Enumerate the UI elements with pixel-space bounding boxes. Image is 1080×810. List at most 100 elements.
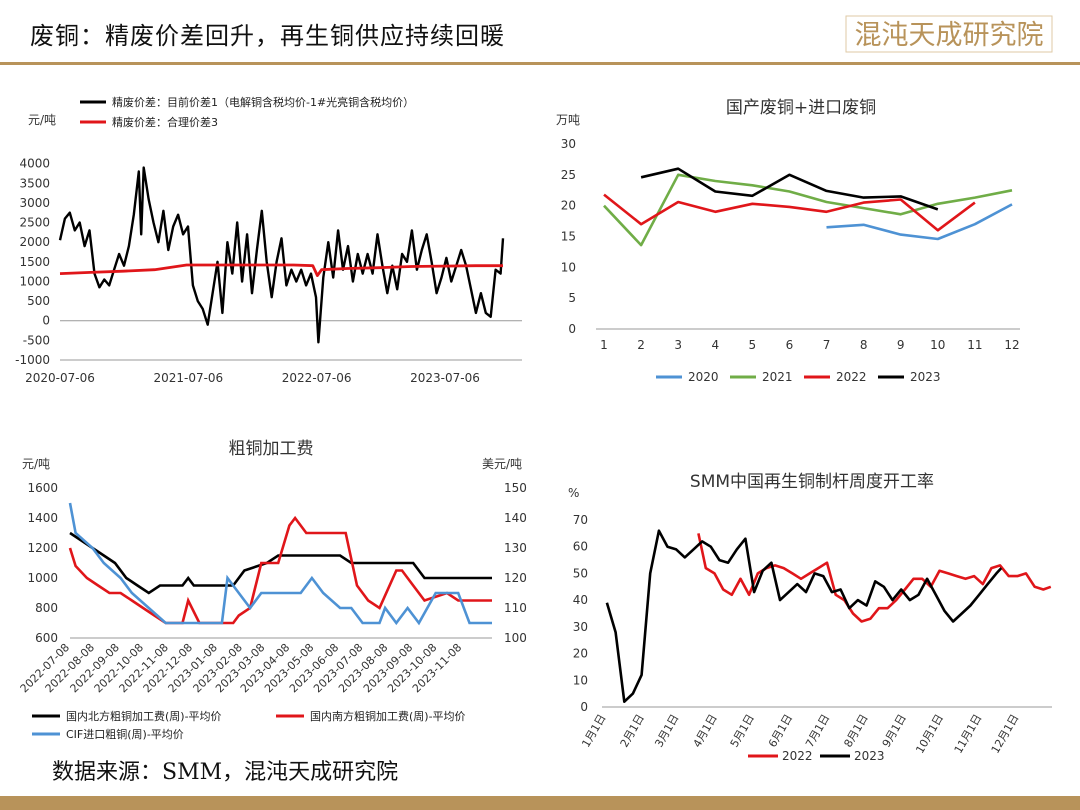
- y-axis-tick-label: 2000: [19, 235, 50, 249]
- y-axis-tick-label: 0: [580, 700, 588, 714]
- header-divider: [0, 62, 1080, 65]
- x-axis-tick-label: 8月1日: [841, 712, 870, 750]
- y2-axis-tick-label: 120: [504, 571, 527, 585]
- legend-label: 2022: [782, 749, 813, 763]
- legend-label: 2023: [854, 749, 885, 763]
- x-axis-tick-label: 10月1日: [913, 712, 946, 756]
- series-line-2021: [603, 173, 1013, 247]
- y-axis-tick-label: 60: [573, 540, 588, 554]
- brand-logo: 混沌天成研究院: [845, 15, 1053, 53]
- series-line-cif-import: [68, 502, 492, 626]
- legend-label: 国内南方粗铜加工费(周)-平均价: [310, 709, 466, 723]
- x-axis-tick-label: 6: [786, 338, 794, 352]
- spread-chart: 元/吨 -1000 -500 0 500 1000 1500 2000 2500 3000 3500…: [15, 95, 522, 385]
- x-axis-tick-label: 1月1日: [579, 712, 608, 750]
- chart-title: 国产废铜+进口废铜: [726, 98, 876, 118]
- x-axis-tick-label: 12: [1004, 338, 1019, 352]
- legend-label: 2023: [910, 370, 941, 384]
- y-axis-tick-label: 10: [561, 260, 576, 274]
- y-axis-tick-label: 5: [568, 291, 576, 305]
- legend-label: 2022: [836, 370, 867, 384]
- x-axis-tick-label: 2: [637, 338, 645, 352]
- smm-operating-rate-chart: SMM中国再生铜制杆周度开工率% 0 10 20 30 40 50 60 70 1月1日 2月1日 3…: [568, 472, 1052, 763]
- series-line-current-spread: [58, 166, 505, 344]
- x-axis-tick-label: 11月1日: [952, 712, 985, 756]
- legend-label: 精废价差：目前价差1（电解铜含税均价-1#光亮铜含税均价）: [112, 95, 414, 109]
- x-axis-tick-label: 2月1日: [618, 712, 647, 750]
- y-unit-label: 元/吨: [28, 113, 56, 127]
- x-axis-tick-label: 2022-07-06: [282, 371, 352, 385]
- series-line-2020: [826, 203, 1013, 241]
- series-line-north-tc: [69, 531, 492, 595]
- y-axis-tick-label: 2500: [19, 216, 50, 230]
- x-axis-tick-label: 1: [600, 338, 608, 352]
- y-unit-label: 万吨: [556, 113, 580, 127]
- y2-axis-tick-label: 140: [504, 511, 527, 525]
- y2-axis-tick-label: 100: [504, 631, 527, 645]
- legend-label: 精废价差：合理价差3: [112, 115, 218, 129]
- y-axis-tick-label: 800: [35, 601, 58, 615]
- legend-label: CIF进口粗铜(周)-平均价: [66, 727, 184, 741]
- y-axis-tick-label: 20: [561, 199, 576, 213]
- y-axis-tick-label: 1600: [27, 481, 58, 495]
- x-axis-tick-label: 9月1日: [880, 712, 909, 750]
- x-axis-tick-label: 7月1日: [803, 712, 832, 750]
- y-axis-tick-label: 1000: [27, 571, 58, 585]
- y2-axis-tick-label: 110: [504, 601, 527, 615]
- y-unit-label: %: [568, 486, 579, 500]
- y-axis-tick-label: 1200: [27, 541, 58, 555]
- x-axis-tick-label: 7: [823, 338, 831, 352]
- brand-logo-text: 混沌天成研究院: [855, 20, 1044, 51]
- y-axis-tick-label: 30: [573, 620, 588, 634]
- y-axis-tick-label: 500: [27, 294, 50, 308]
- x-axis-tick-label: 3: [674, 338, 682, 352]
- x-axis-tick-label: 11: [967, 338, 982, 352]
- x-axis-tick-label: 6月1日: [766, 712, 795, 750]
- y-axis-tick-label: 0: [568, 322, 576, 336]
- source-note: 数据来源：SMM，混沌天成研究院: [52, 760, 399, 785]
- x-axis-tick-label: 9: [897, 338, 905, 352]
- x-axis-tick-label: 8: [860, 338, 868, 352]
- y2-axis-tick-label: 150: [504, 481, 527, 495]
- x-axis-tick-label: 2021-07-06: [153, 371, 223, 385]
- series-line-2023: [640, 167, 939, 211]
- y-axis-tick-label: 3500: [19, 176, 50, 190]
- y-axis-tick-label: 600: [35, 631, 58, 645]
- x-axis-tick-label: 5: [749, 338, 757, 352]
- footer-bar: [0, 796, 1080, 810]
- y-axis-tick-label: 40: [573, 593, 588, 607]
- x-axis-tick-label: 12月1日: [989, 712, 1022, 756]
- x-axis-tick-label: 10: [930, 338, 945, 352]
- y-unit-label: 元/吨: [22, 457, 50, 471]
- y-axis-tick-label: 30: [561, 137, 576, 151]
- y-axis-tick-label: 20: [573, 647, 588, 661]
- x-axis-tick-label: 2023-07-06: [410, 371, 480, 385]
- x-axis-tick-label: 5月1日: [728, 712, 757, 750]
- series-line-reasonable-spread: [59, 263, 503, 277]
- y2-unit-label: 美元/吨: [482, 457, 522, 471]
- y-axis-tick-label: 0: [42, 314, 50, 328]
- y-axis-tick-label: 1400: [27, 511, 58, 525]
- y-axis-tick-label: -500: [23, 333, 50, 347]
- y-axis-tick-label: 50: [573, 566, 588, 580]
- y-axis-tick-label: 3000: [19, 196, 50, 210]
- chart-title: SMM中国再生铜制杆周度开工率: [690, 472, 934, 492]
- x-axis-tick-label: 4月1日: [691, 712, 720, 750]
- legend-label: 国内北方粗铜加工费(周)-平均价: [66, 709, 222, 723]
- y-axis-tick-label: 1000: [19, 274, 50, 288]
- series-line-2022: [697, 533, 1052, 623]
- x-axis-tick-label: 4: [711, 338, 719, 352]
- legend-label: 2021: [762, 370, 793, 384]
- y-axis-tick-label: 70: [573, 513, 588, 527]
- legend-label: 2020: [688, 370, 719, 384]
- y-axis-tick-label: -1000: [15, 353, 50, 367]
- y-axis-tick-label: 4000: [19, 157, 50, 171]
- page-title: 废铜：精废价差回升，再生铜供应持续回暖: [30, 22, 505, 50]
- y2-axis-tick-label: 130: [504, 541, 527, 555]
- series-line-2022: [603, 193, 976, 232]
- y-axis-tick-label: 25: [561, 168, 576, 182]
- x-axis-tick-label: 2020-07-06: [25, 371, 95, 385]
- chart-title: 粗铜加工费: [229, 439, 314, 459]
